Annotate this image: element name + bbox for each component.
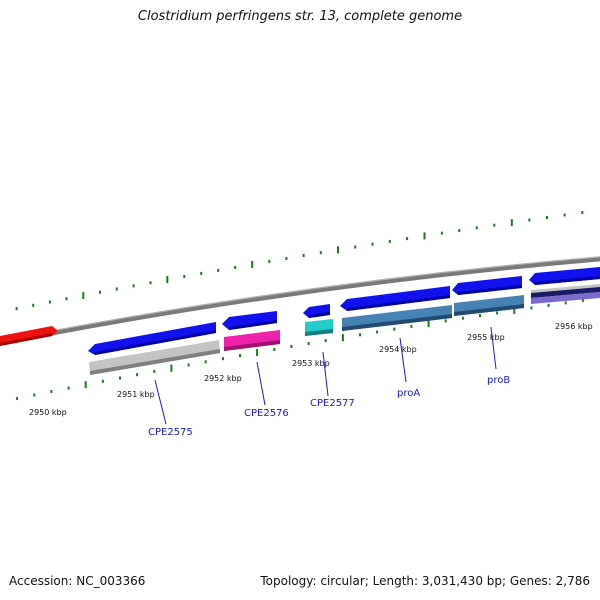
- kbp-label-2951: 2951 kbp: [117, 390, 155, 399]
- gene-CPE2577[interactable]: [303, 304, 330, 318]
- gene-label-CPE2575[interactable]: CPE2575: [148, 427, 193, 438]
- gene-CPE2575[interactable]: [88, 322, 216, 355]
- accession-info: Accession: NC_003366: [9, 574, 145, 588]
- genome-backbone: [0, 256, 600, 346]
- gene-CPE2576[interactable]: [222, 311, 277, 330]
- accession-label: Accession:: [9, 574, 73, 588]
- cds-next[interactable]: [531, 284, 600, 304]
- cds-proB[interactable]: [454, 295, 524, 316]
- leader-CPE2575: [154, 379, 167, 425]
- gene-next[interactable]: [529, 267, 600, 285]
- gene-label-CPE2577[interactable]: CPE2577: [310, 398, 355, 409]
- kbp-label-2955: 2955 kbp: [467, 333, 505, 342]
- cds-CPE2576[interactable]: [224, 330, 280, 351]
- genome-summary: Topology: circular; Length: 3,031,430 bp…: [260, 574, 590, 588]
- gene-proA[interactable]: [340, 286, 450, 311]
- kbp-label-2953: 2953 kbp: [292, 359, 330, 368]
- gene-proB[interactable]: [452, 276, 522, 295]
- kbp-label-2950: 2950 kbp: [29, 408, 67, 417]
- kbp-label-2956: 2956 kbp: [555, 322, 593, 331]
- cds-CPE2575[interactable]: [89, 340, 220, 375]
- kbp-label-2954: 2954 kbp: [379, 345, 417, 354]
- cds-CPE2577[interactable]: [305, 319, 333, 336]
- feature-red[interactable]: [0, 326, 58, 346]
- gene-label-CPE2576[interactable]: CPE2576: [244, 408, 289, 419]
- leader-CPE2577: [322, 351, 329, 397]
- kbp-label-2952: 2952 kbp: [204, 374, 242, 383]
- gene-label-proB[interactable]: proB: [487, 375, 510, 386]
- leader-proA: [399, 337, 407, 383]
- cds-proA[interactable]: [342, 305, 452, 331]
- map-title: Clostridium perfringens str. 13, complet…: [137, 9, 463, 24]
- gene-label-proA[interactable]: proA: [397, 388, 420, 399]
- leader-proB: [490, 326, 497, 370]
- leader-CPE2576: [256, 361, 266, 406]
- accession-value: NC_003366: [76, 574, 146, 588]
- outer-tick-track: [15, 211, 584, 311]
